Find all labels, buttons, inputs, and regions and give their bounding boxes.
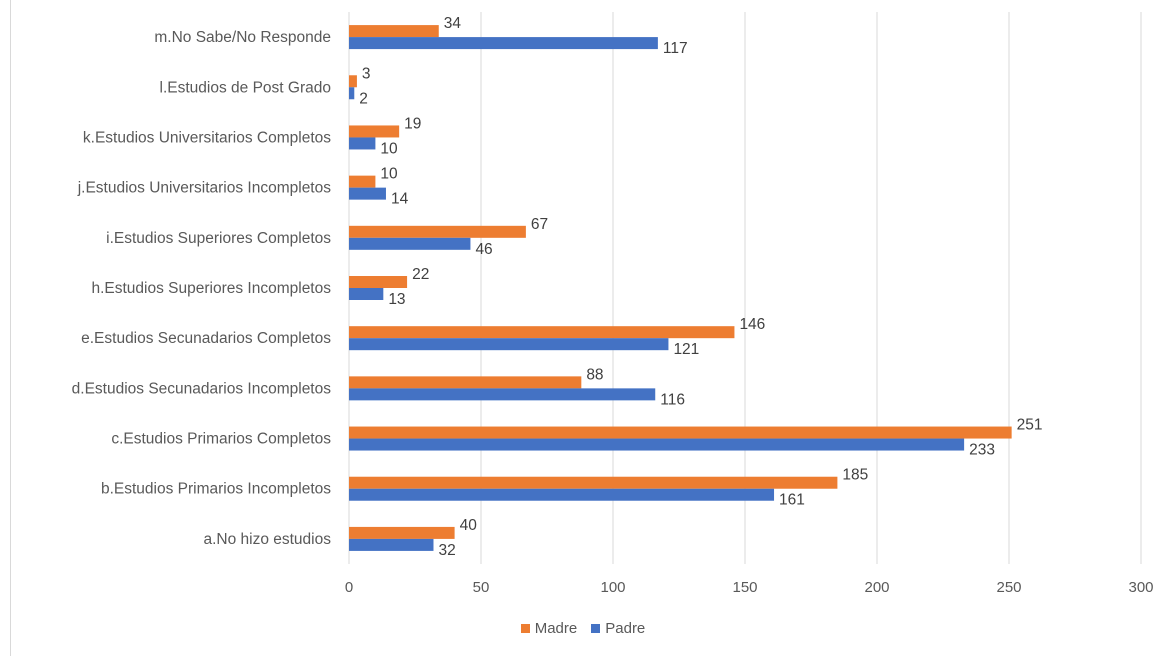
legend-label-padre: Padre xyxy=(605,620,646,637)
legend-swatch-padre xyxy=(591,624,601,633)
legend-item-madre: Madre xyxy=(520,620,578,637)
bar-padre xyxy=(349,488,775,501)
category-label: c.Estudios Primarios Completos xyxy=(111,431,331,448)
legend-item-padre: Padre xyxy=(591,620,645,637)
data-label-madre: 3 xyxy=(362,65,371,82)
bar-madre xyxy=(349,175,376,188)
category-label: l.Estudios de Post Grado xyxy=(160,79,331,96)
data-label-padre: 46 xyxy=(475,241,492,258)
x-tick-label: 150 xyxy=(732,579,757,596)
bar-madre xyxy=(349,426,1012,439)
category-label: j.Estudios Universitarios Incompletos xyxy=(77,180,332,197)
data-label-padre: 116 xyxy=(660,391,685,408)
data-label-padre: 13 xyxy=(388,291,405,308)
bar-madre xyxy=(349,276,408,288)
data-label-madre: 34 xyxy=(444,15,462,32)
category-label: e.Estudios Secunadarios Completos xyxy=(81,330,331,347)
data-label-madre: 40 xyxy=(460,517,478,534)
x-tick-label: 200 xyxy=(864,579,889,596)
bar-padre xyxy=(349,237,471,250)
data-label-madre: 251 xyxy=(1017,417,1043,434)
data-label-padre: 121 xyxy=(673,341,699,358)
category-label: h.Estudios Superiores Incompletos xyxy=(91,280,331,297)
category-label: d.Estudios Secunadarios Incompletos xyxy=(72,380,332,397)
legend-label-madre: Madre xyxy=(534,620,578,637)
bar-padre xyxy=(349,438,965,451)
legend-swatch-madre xyxy=(520,624,530,633)
x-tick-label: 100 xyxy=(600,579,625,596)
data-label-padre: 32 xyxy=(438,542,455,559)
bar-padre xyxy=(349,137,376,150)
frame-border xyxy=(10,0,11,656)
data-label-madre: 67 xyxy=(531,216,548,233)
bar-padre xyxy=(349,388,656,401)
x-tick-label: 300 xyxy=(1128,579,1153,596)
bar-padre xyxy=(349,338,669,351)
data-label-padre: 14 xyxy=(391,191,409,208)
category-label: b.Estudios Primarios Incompletos xyxy=(101,481,331,498)
data-label-padre: 233 xyxy=(969,442,995,459)
bar-madre xyxy=(349,25,439,38)
bar-padre xyxy=(349,288,384,300)
bar-madre xyxy=(349,476,838,489)
bar-madre xyxy=(349,225,526,238)
data-label-madre: 10 xyxy=(380,166,398,183)
data-label-padre: 161 xyxy=(779,492,805,509)
bar-padre xyxy=(349,187,386,200)
x-tick-label: 250 xyxy=(996,579,1021,596)
data-label-madre: 22 xyxy=(412,266,429,283)
bar-madre xyxy=(349,75,357,88)
data-label-padre: 2 xyxy=(359,90,368,107)
data-label-padre: 10 xyxy=(380,140,398,157)
bar-madre xyxy=(349,526,455,539)
category-label: i.Estudios Superiores Completos xyxy=(106,230,331,247)
legend: Madre Padre xyxy=(0,620,1166,637)
bar-madre xyxy=(349,125,400,138)
category-label: a.No hizo estudios xyxy=(203,531,331,548)
data-label-madre: 146 xyxy=(739,316,765,333)
data-label-madre: 19 xyxy=(404,115,421,132)
x-tick-label: 0 xyxy=(345,579,353,596)
bar-padre xyxy=(349,538,434,551)
category-label: k.Estudios Universitarios Completos xyxy=(83,129,331,146)
bar-madre xyxy=(349,376,582,389)
data-label-madre: 88 xyxy=(586,366,603,383)
x-tick-label: 50 xyxy=(473,579,490,596)
category-label: m.No Sabe/No Responde xyxy=(154,29,331,46)
bar-padre xyxy=(349,87,355,100)
data-label-padre: 117 xyxy=(663,40,688,57)
data-label-madre: 185 xyxy=(842,467,868,484)
bar-padre xyxy=(349,37,658,50)
bar-madre xyxy=(349,326,735,339)
